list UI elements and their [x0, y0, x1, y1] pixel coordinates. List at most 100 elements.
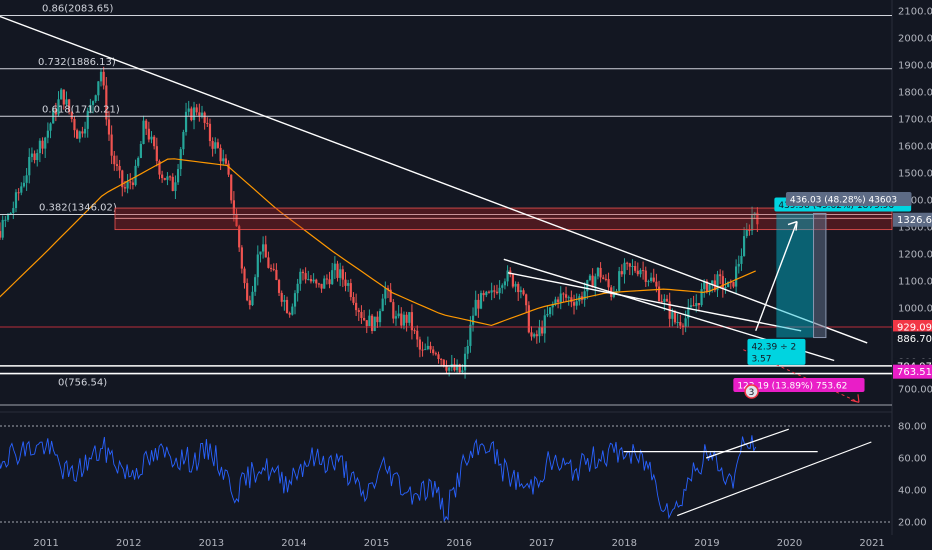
- candle-body: [251, 291, 254, 306]
- moving-average-line: [0, 158, 756, 327]
- candle-body: [402, 314, 406, 326]
- candle-body: [392, 302, 395, 319]
- candle-body: [97, 81, 100, 96]
- candle-body: [171, 176, 174, 191]
- candle-body: [519, 290, 522, 293]
- candle-body: [46, 130, 49, 138]
- candle-body: [99, 71, 103, 82]
- time-axis-tick: 2012: [116, 538, 141, 549]
- candle-body: [320, 283, 323, 289]
- candle-body: [636, 270, 639, 275]
- candle-body: [216, 142, 220, 148]
- time-axis-tick: 2017: [529, 538, 554, 549]
- candle-body: [94, 95, 97, 102]
- candle-body: [386, 288, 390, 290]
- candle-body: [91, 101, 95, 105]
- candle-body: [232, 200, 235, 214]
- candle-body: [626, 262, 629, 264]
- candle-body: [89, 104, 92, 111]
- rsi-trend-line: [705, 428, 789, 459]
- candle-body: [41, 140, 44, 149]
- candle-body: [78, 131, 81, 139]
- candle-body: [22, 182, 26, 187]
- candle-body: [602, 277, 605, 279]
- candle-body: [753, 212, 756, 216]
- candle-body: [684, 318, 687, 327]
- time-axis-tick: 2011: [33, 538, 58, 549]
- candle-body: [328, 279, 331, 285]
- candle-body: [158, 161, 161, 175]
- candle-body: [384, 288, 387, 299]
- fib-level-label: 0.86(2083.65): [42, 4, 114, 15]
- price-tag: [893, 331, 932, 346]
- short-target-label: [733, 378, 865, 393]
- candle-body: [352, 297, 355, 303]
- candle-body: [647, 281, 650, 283]
- candle-body: [689, 305, 693, 308]
- price-pane[interactable]: 0.86(2083.65) 0.732(1886.13) 0.618(1710.21…: [0, 0, 893, 535]
- candle-body: [429, 345, 432, 350]
- measure-label: [785, 192, 912, 207]
- ratio-value-label-text: 3.57: [751, 354, 771, 364]
- candle-body: [355, 302, 358, 311]
- candle-body: [695, 303, 698, 307]
- candle-body: [745, 229, 748, 237]
- candle-body: [477, 299, 480, 309]
- time-axis-tick: 2018: [612, 538, 637, 549]
- candle-body: [44, 137, 47, 149]
- candle-body: [418, 339, 421, 350]
- candle-body: [163, 178, 166, 180]
- candle-body: [12, 208, 15, 213]
- candle-body: [280, 292, 283, 302]
- candle-body: [107, 119, 111, 135]
- candle-body: [644, 270, 647, 282]
- candle-body: [65, 99, 68, 105]
- price-tag: [893, 212, 932, 227]
- candle-body: [312, 279, 315, 282]
- candle-body: [554, 299, 557, 305]
- trend-line: [507, 272, 802, 332]
- candle-body: [145, 120, 148, 129]
- candle-body: [198, 112, 201, 116]
- candle-body: [711, 280, 714, 285]
- candle-body: [692, 305, 695, 307]
- candle-body: [416, 330, 419, 340]
- candle-body: [735, 266, 738, 287]
- candle-body: [126, 181, 129, 189]
- candle-body: [38, 140, 41, 154]
- projection-arrowhead-down: [850, 394, 860, 403]
- candle-body: [14, 192, 18, 209]
- candle-body: [331, 270, 334, 285]
- candle-body: [262, 244, 265, 252]
- rsi-pane[interactable]: [0, 425, 892, 523]
- candle-body: [724, 287, 727, 289]
- candle-body: [631, 266, 634, 268]
- candle-body: [86, 110, 89, 129]
- candle-body: [697, 303, 701, 306]
- candle-body: [307, 279, 310, 281]
- candle-body: [681, 325, 685, 327]
- candle-body: [440, 359, 443, 361]
- candle-body: [503, 281, 507, 286]
- candle-body: [246, 283, 249, 301]
- candle-body: [347, 283, 350, 286]
- candle-body: [20, 186, 23, 193]
- candle-body: [740, 256, 743, 264]
- candle-body: [424, 349, 427, 351]
- candle-body: [408, 312, 411, 323]
- short-target-label-text: 123.19 (13.89%) 753.62: [737, 382, 847, 392]
- candle-body: [264, 244, 267, 258]
- rsi-axis-tick: 20.00: [898, 518, 927, 529]
- candle-body: [543, 315, 546, 334]
- candle-body: [325, 278, 328, 280]
- time-axis-tick: 2019: [694, 538, 719, 549]
- price-axis-tick: 1600.00: [898, 141, 932, 152]
- candle-body: [150, 136, 153, 140]
- candle-body: [397, 313, 400, 317]
- candle-body: [493, 290, 496, 292]
- candle-body: [134, 165, 137, 185]
- candle-body: [339, 269, 342, 278]
- candle-body: [596, 267, 600, 277]
- candle-body: [652, 277, 655, 282]
- candle-body: [344, 279, 347, 286]
